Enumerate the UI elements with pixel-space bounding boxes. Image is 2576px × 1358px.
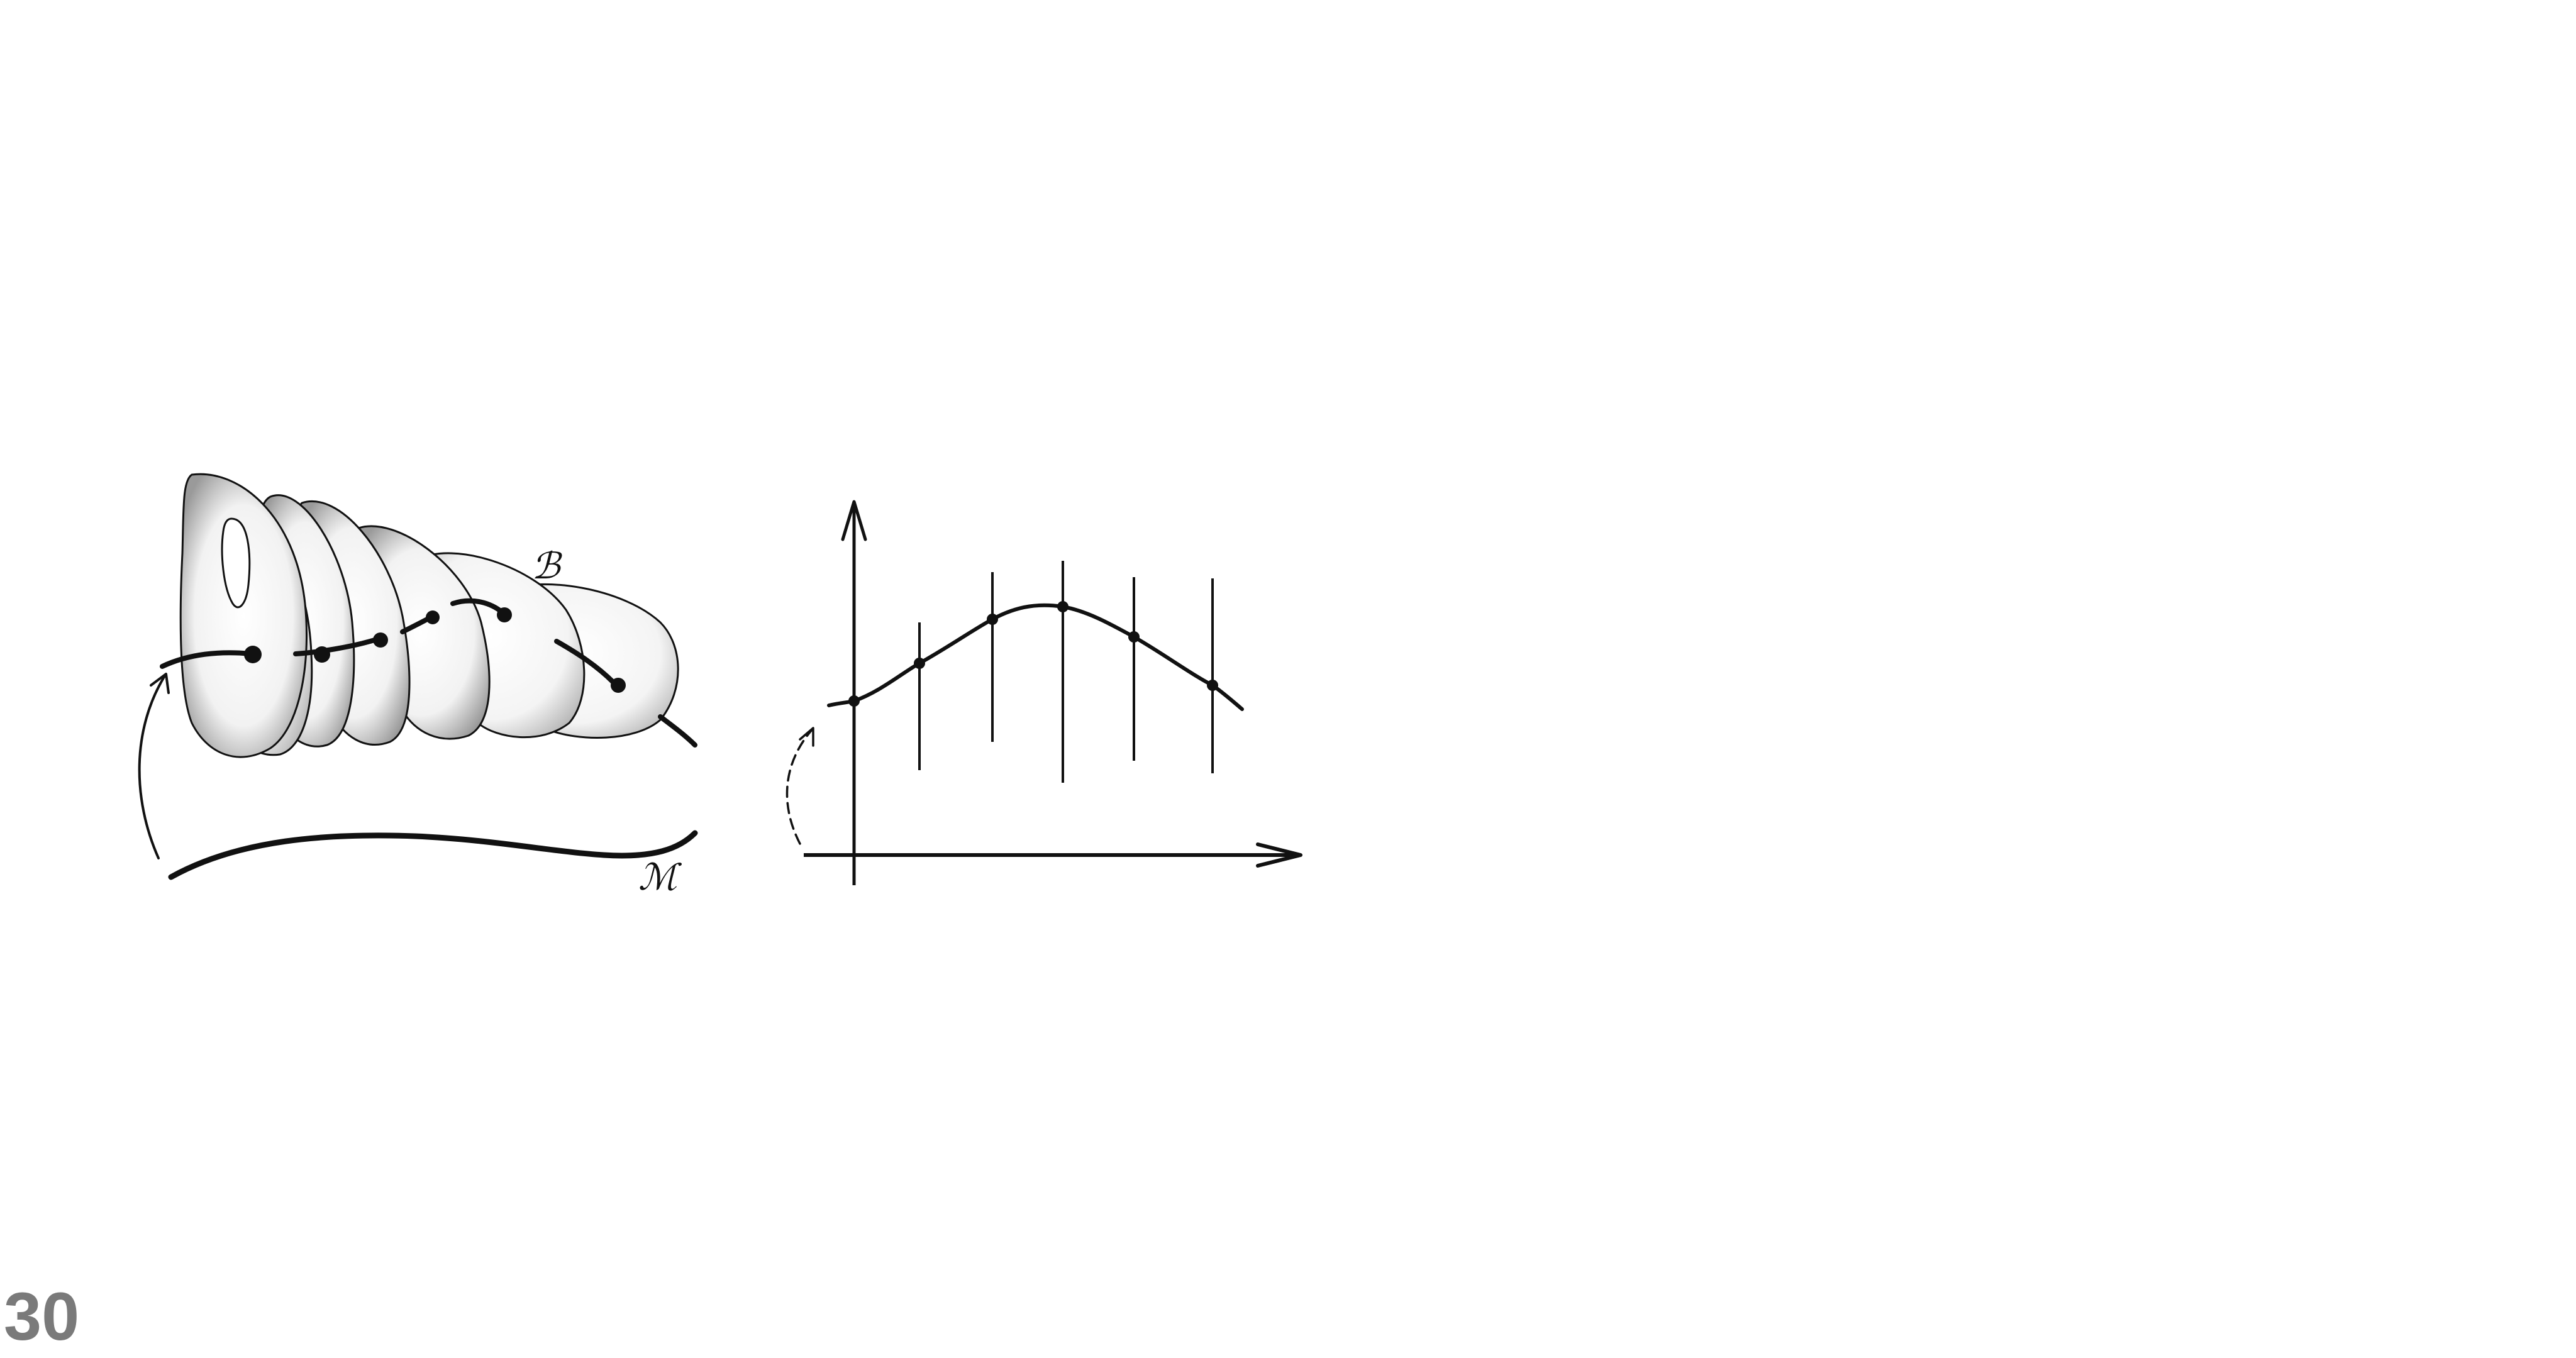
dashed-arrow	[786, 729, 813, 845]
section-point	[373, 632, 388, 648]
graph-panel	[786, 500, 1302, 885]
y-axis-arrowhead	[841, 500, 867, 541]
section-point	[244, 646, 262, 663]
fiber-1-torus	[179, 473, 308, 758]
base-label: ℳ	[638, 856, 682, 898]
section-arrow	[138, 675, 166, 859]
graph-point	[914, 658, 925, 669]
section-point	[426, 610, 440, 624]
graph-point	[987, 614, 998, 625]
graph-point	[1057, 601, 1069, 612]
x-axis-arrowhead	[1256, 842, 1302, 868]
bundle-panel: ℬ ℳ	[138, 473, 698, 898]
section-point	[497, 607, 512, 622]
section-graph-curve	[827, 603, 1244, 711]
dashed-arrowhead	[799, 727, 814, 747]
graph-points	[848, 601, 1218, 707]
section-points	[244, 607, 626, 693]
graph-point	[1207, 680, 1218, 691]
base-manifold-curve	[168, 830, 698, 880]
graph-point	[848, 695, 860, 707]
graph-fibers	[918, 561, 1214, 783]
bundle-label: ℬ	[531, 544, 563, 587]
section-curve	[160, 598, 697, 748]
graph-point	[1128, 631, 1140, 643]
section-point	[314, 646, 330, 663]
section-point	[611, 678, 626, 693]
section-arrowhead	[150, 673, 170, 694]
page-number: 30	[4, 1278, 80, 1354]
torus-hole	[221, 517, 251, 609]
